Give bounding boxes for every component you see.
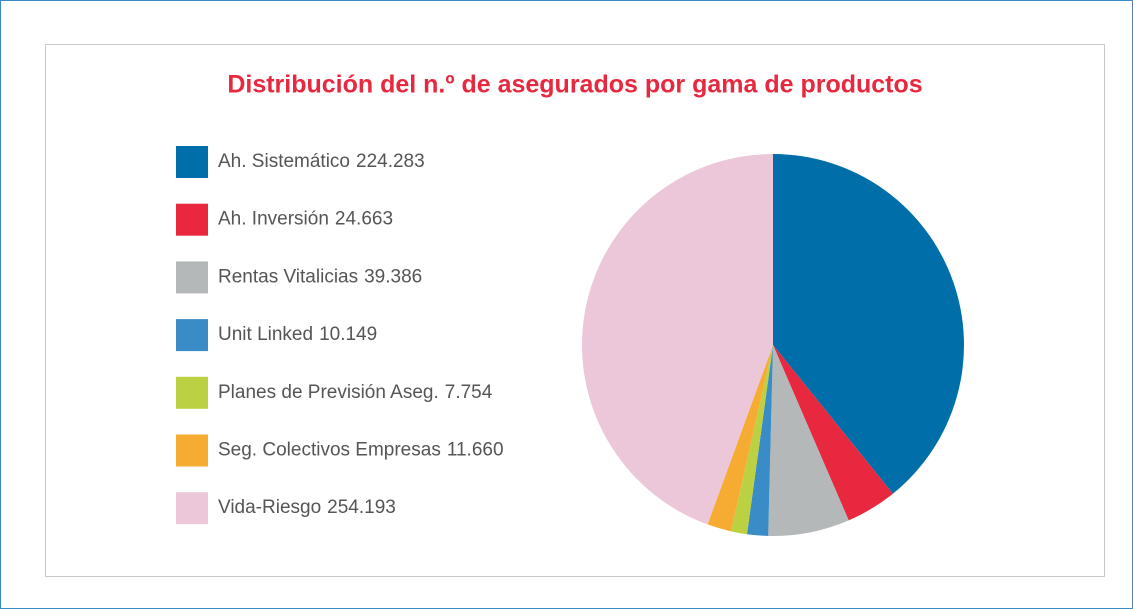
legend-swatch — [176, 492, 208, 525]
legend-category: Ah. Sistemático — [218, 151, 350, 172]
legend-swatch — [176, 146, 208, 178]
legend-label: Vida-Riesgo 254.193 — [218, 497, 396, 518]
legend-swatch — [176, 261, 208, 294]
pie-slice — [773, 345, 893, 521]
legend-label: Planes de Previsión Aseg. 7.754 — [218, 382, 493, 403]
pie-slice — [730, 345, 773, 535]
legend-label: Ah. Sistemático 224.283 — [218, 151, 425, 172]
legend-category: Planes de Previsión Aseg. — [218, 382, 439, 403]
legend-label: Ah. Inversión 24.663 — [218, 209, 393, 230]
legend-value: 254.193 — [327, 497, 396, 518]
legend-swatch — [176, 376, 208, 409]
legend-category: Unit Linked — [218, 324, 313, 345]
legend-category: Vida-Riesgo — [218, 497, 321, 518]
pie-slice — [707, 345, 773, 532]
legend-value: 10.149 — [319, 324, 377, 345]
legend-category: Seg. Colectivos Empresas — [218, 440, 441, 461]
legend-label: Seg. Colectivos Empresas 11.660 — [218, 440, 504, 461]
pie-slice — [746, 345, 773, 536]
legend-swatch — [176, 319, 208, 352]
pie-slice — [768, 345, 849, 536]
legend-label: Unit Linked 10.149 — [218, 324, 377, 345]
legend-swatch — [176, 434, 208, 467]
legend-value: 39.386 — [364, 266, 422, 287]
legend-value: 24.663 — [335, 209, 393, 230]
legend-value: 224.283 — [356, 151, 425, 172]
legend-category: Ah. Inversión — [218, 209, 329, 230]
pie-slice — [582, 154, 773, 525]
legend-swatch — [176, 203, 208, 236]
legend-label: Rentas Vitalicias 39.386 — [218, 266, 422, 287]
legend-value: 7.754 — [445, 382, 493, 403]
pie-slice — [773, 154, 965, 494]
chart-title: Distribución del n.º de asegurados por g… — [227, 71, 922, 99]
legend-value: 11.660 — [447, 440, 504, 461]
legend-category: Rentas Vitalicias — [218, 266, 358, 287]
